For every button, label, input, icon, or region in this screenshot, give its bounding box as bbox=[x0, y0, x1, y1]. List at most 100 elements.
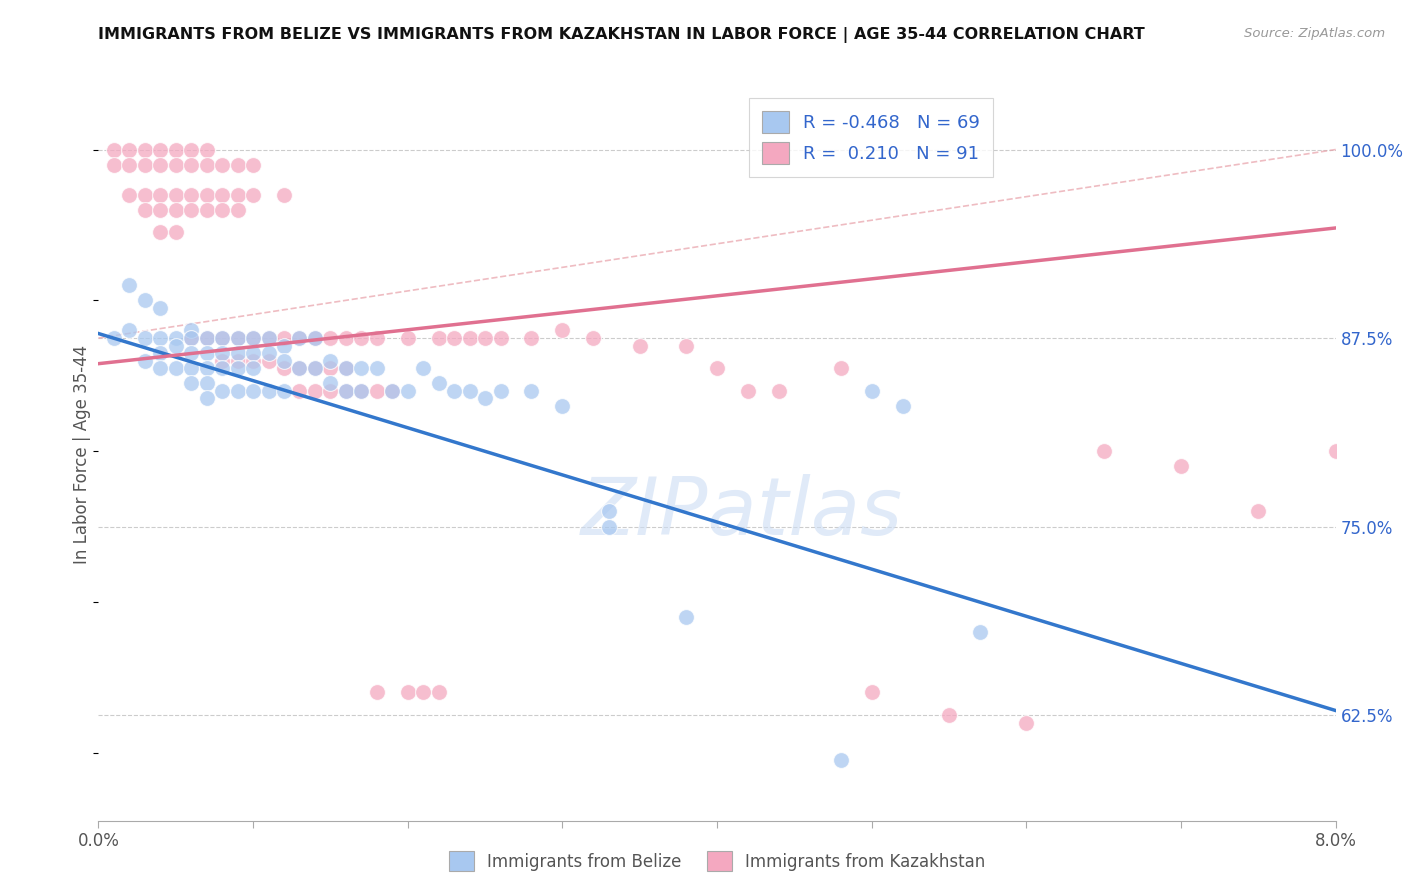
Point bbox=[489, 384, 512, 398]
Point bbox=[366, 685, 388, 699]
Point bbox=[242, 158, 264, 172]
Point bbox=[134, 143, 156, 157]
Point bbox=[180, 376, 202, 391]
Point bbox=[257, 346, 280, 360]
Point bbox=[226, 331, 249, 345]
Point bbox=[226, 158, 249, 172]
Point bbox=[103, 158, 125, 172]
Point bbox=[675, 610, 697, 624]
Point bbox=[335, 361, 357, 376]
Point bbox=[257, 331, 280, 345]
Point bbox=[118, 324, 141, 338]
Point bbox=[474, 331, 496, 345]
Point bbox=[273, 353, 295, 368]
Point bbox=[1324, 444, 1347, 458]
Point bbox=[118, 143, 141, 157]
Point bbox=[195, 331, 218, 345]
Point bbox=[474, 392, 496, 406]
Point bbox=[149, 143, 172, 157]
Point bbox=[149, 187, 172, 202]
Point bbox=[180, 158, 202, 172]
Point bbox=[242, 361, 264, 376]
Point bbox=[257, 331, 280, 345]
Point bbox=[134, 187, 156, 202]
Point bbox=[211, 384, 233, 398]
Point bbox=[1170, 459, 1192, 474]
Point bbox=[273, 384, 295, 398]
Point bbox=[211, 158, 233, 172]
Point bbox=[396, 331, 419, 345]
Point bbox=[969, 625, 991, 640]
Point bbox=[737, 384, 759, 398]
Point bbox=[350, 384, 373, 398]
Point bbox=[180, 331, 202, 345]
Point bbox=[675, 338, 697, 352]
Point bbox=[366, 384, 388, 398]
Point bbox=[335, 384, 357, 398]
Point bbox=[273, 361, 295, 376]
Point bbox=[242, 384, 264, 398]
Point bbox=[366, 331, 388, 345]
Point bbox=[118, 158, 141, 172]
Point bbox=[381, 384, 404, 398]
Point bbox=[134, 158, 156, 172]
Point bbox=[304, 384, 326, 398]
Point bbox=[350, 331, 373, 345]
Point bbox=[412, 685, 434, 699]
Point bbox=[860, 685, 883, 699]
Point bbox=[396, 685, 419, 699]
Point bbox=[103, 143, 125, 157]
Point bbox=[1247, 504, 1270, 518]
Point bbox=[242, 353, 264, 368]
Point bbox=[226, 353, 249, 368]
Point bbox=[180, 346, 202, 360]
Point bbox=[273, 338, 295, 352]
Point bbox=[1092, 444, 1115, 458]
Point bbox=[165, 202, 187, 217]
Point bbox=[118, 187, 141, 202]
Point bbox=[180, 324, 202, 338]
Point bbox=[195, 202, 218, 217]
Point bbox=[319, 331, 342, 345]
Point bbox=[226, 331, 249, 345]
Point bbox=[458, 331, 481, 345]
Point bbox=[195, 376, 218, 391]
Point bbox=[211, 331, 233, 345]
Point bbox=[165, 331, 187, 345]
Point bbox=[211, 187, 233, 202]
Point bbox=[165, 143, 187, 157]
Point bbox=[118, 278, 141, 293]
Point bbox=[165, 226, 187, 240]
Point bbox=[1015, 715, 1038, 730]
Point bbox=[165, 187, 187, 202]
Point bbox=[396, 384, 419, 398]
Point bbox=[273, 331, 295, 345]
Point bbox=[582, 331, 605, 345]
Point bbox=[180, 143, 202, 157]
Point bbox=[366, 361, 388, 376]
Point bbox=[242, 346, 264, 360]
Point bbox=[335, 384, 357, 398]
Point bbox=[226, 202, 249, 217]
Point bbox=[180, 187, 202, 202]
Point bbox=[103, 331, 125, 345]
Point bbox=[288, 361, 311, 376]
Point bbox=[226, 361, 249, 376]
Point bbox=[149, 301, 172, 315]
Point bbox=[149, 346, 172, 360]
Point bbox=[381, 384, 404, 398]
Point bbox=[226, 346, 249, 360]
Point bbox=[598, 519, 620, 533]
Point bbox=[180, 202, 202, 217]
Point bbox=[149, 202, 172, 217]
Point bbox=[134, 202, 156, 217]
Text: Source: ZipAtlas.com: Source: ZipAtlas.com bbox=[1244, 27, 1385, 40]
Point bbox=[211, 202, 233, 217]
Point bbox=[195, 158, 218, 172]
Point bbox=[489, 331, 512, 345]
Point bbox=[427, 331, 450, 345]
Point bbox=[288, 384, 311, 398]
Point bbox=[443, 384, 465, 398]
Point bbox=[149, 158, 172, 172]
Point bbox=[257, 353, 280, 368]
